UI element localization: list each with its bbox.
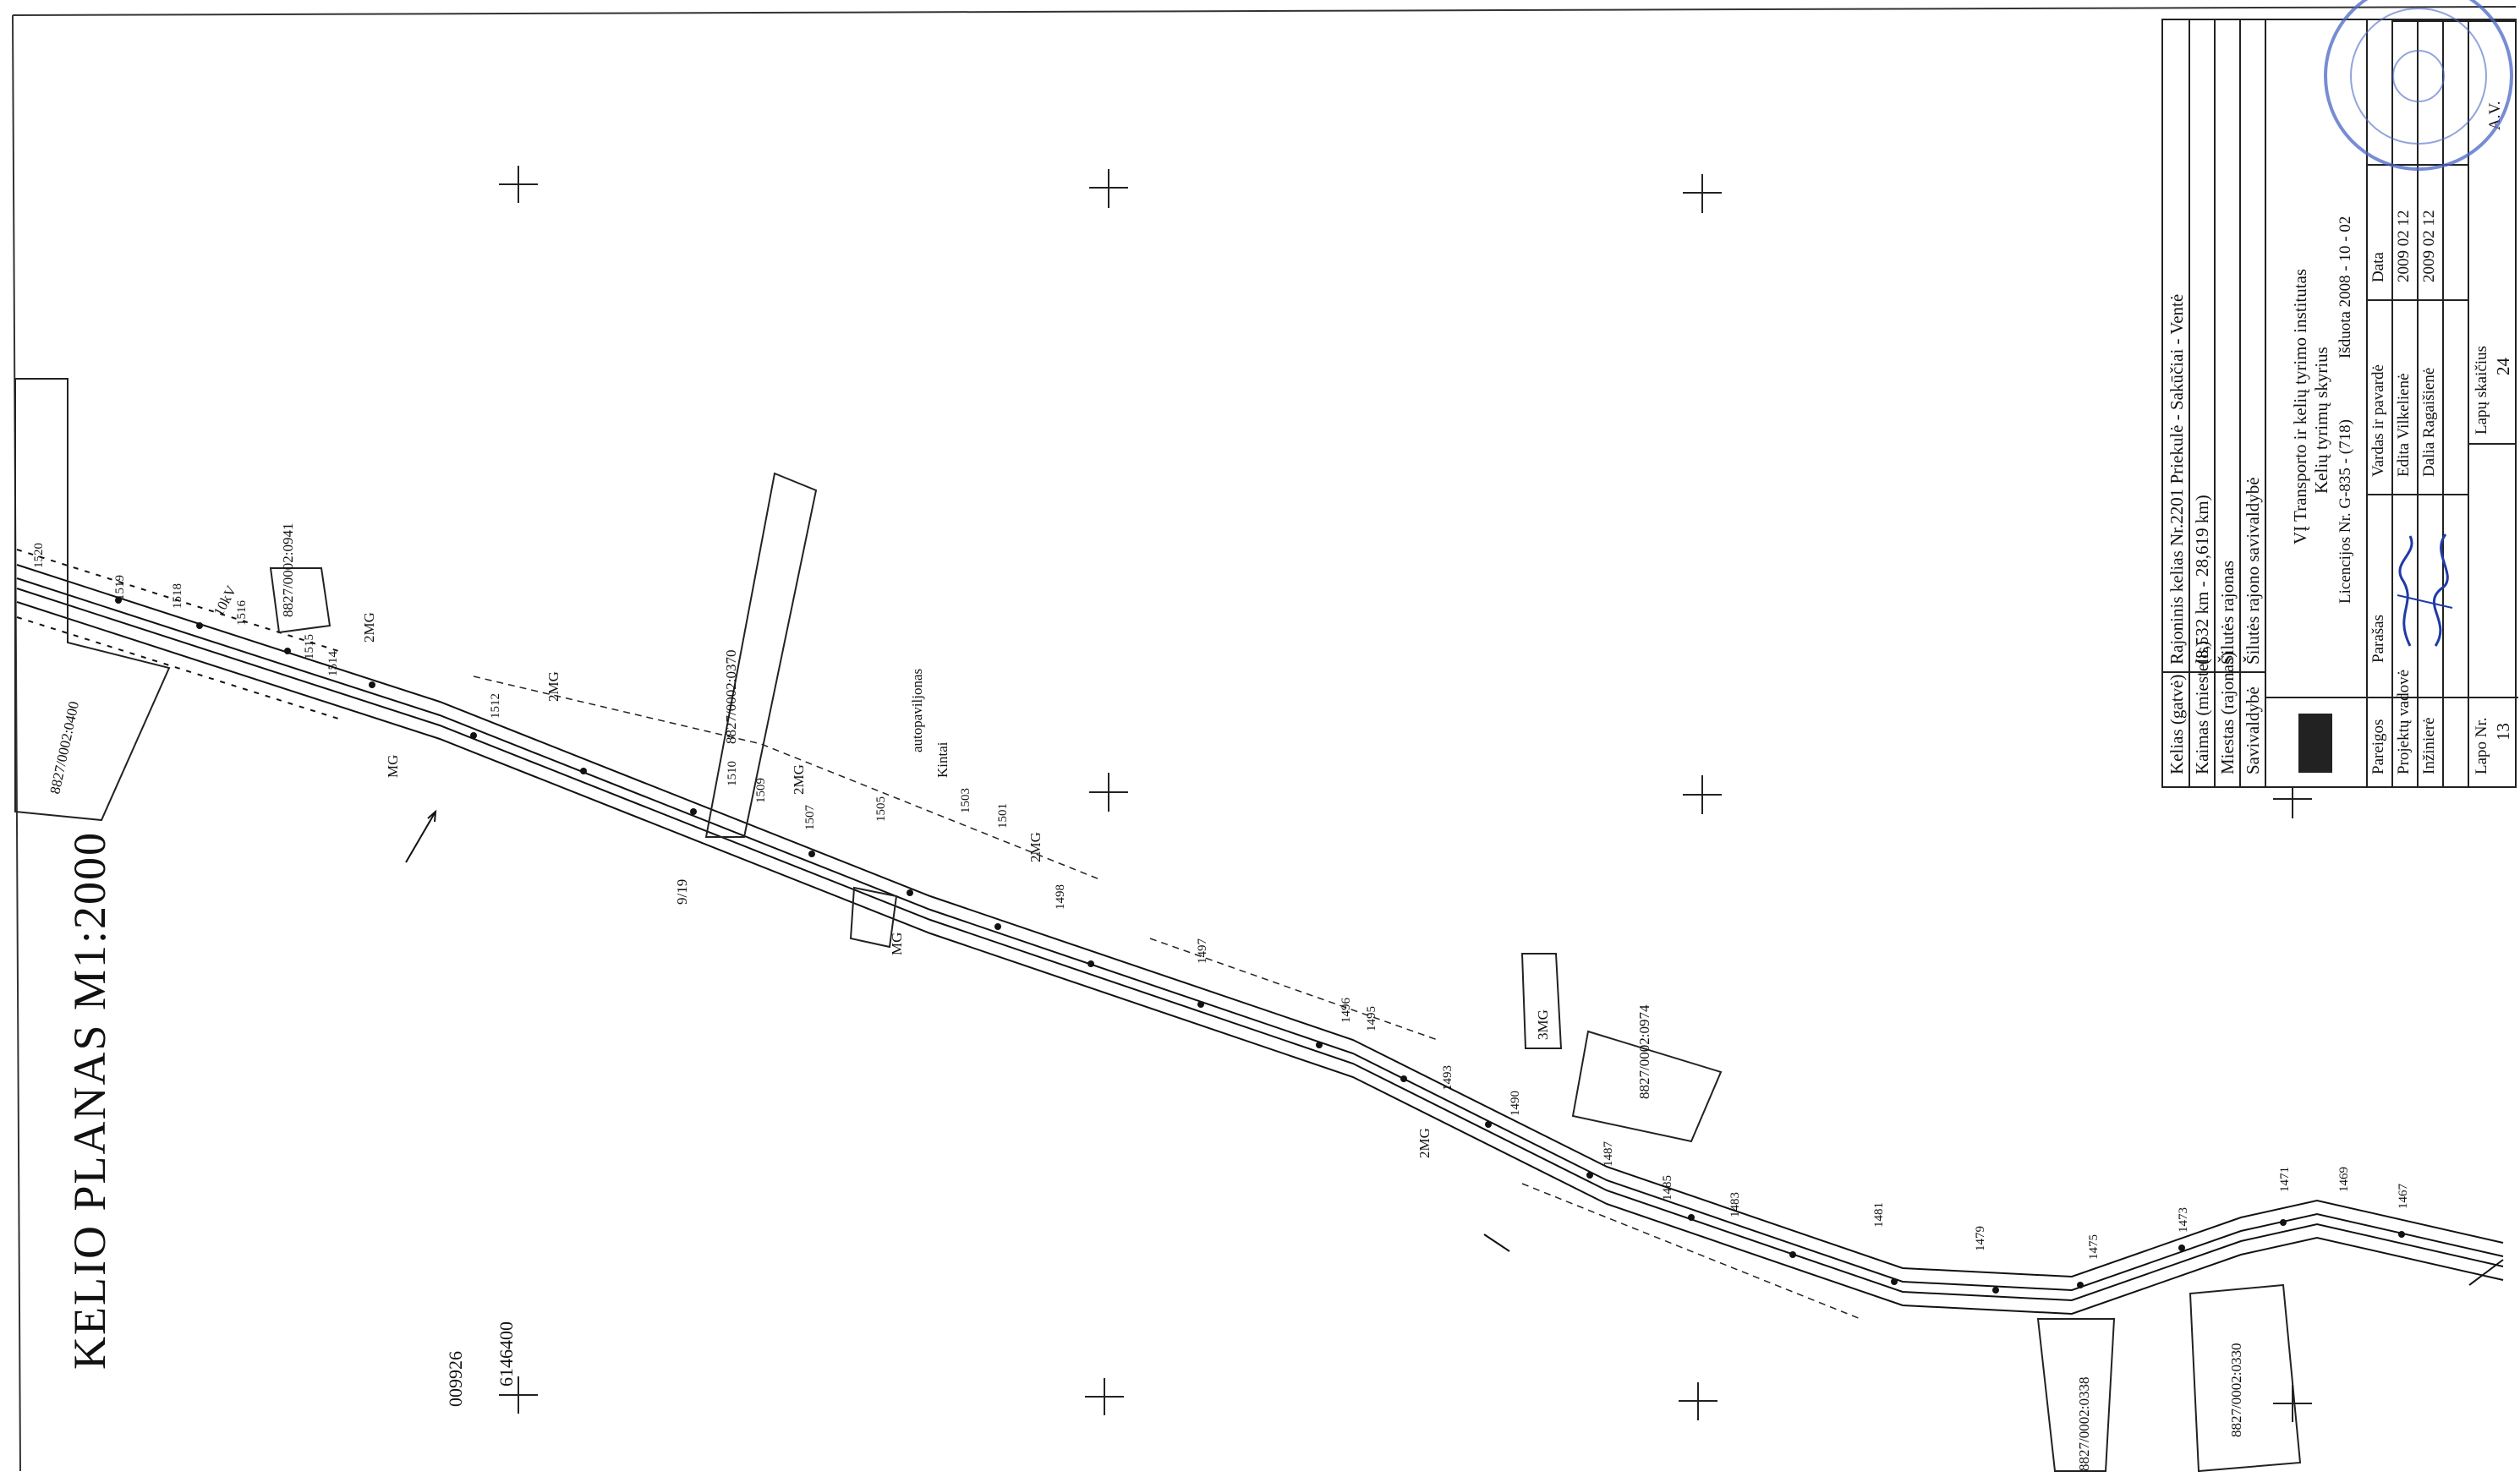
svg-text:1515: 1515: [303, 634, 316, 659]
svg-text:1467: 1467: [2397, 1184, 2410, 1210]
svg-text:1471: 1471: [2278, 1167, 2292, 1192]
land-code-label: 2MG: [1027, 832, 1044, 862]
svg-text:1519: 1519: [113, 575, 127, 600]
land-code-label: 3MG: [1535, 1009, 1551, 1040]
sheet-count-label: Lapų skaičius: [2473, 345, 2490, 435]
name-project-lead: Edita Vilkelienė: [2395, 373, 2413, 478]
parcel-label: 8827/0002:0370: [723, 650, 739, 744]
land-code-label: 9/19: [674, 879, 690, 905]
road-label: Kelias (gatvė): [2167, 674, 2187, 774]
parcel-label: 8827/0002:0941: [280, 523, 296, 617]
sheet-count: 24: [2493, 358, 2513, 375]
svg-text:1507: 1507: [803, 805, 817, 831]
svg-text:1475: 1475: [2087, 1234, 2101, 1260]
svg-text:1503: 1503: [959, 788, 972, 813]
svg-text:1501: 1501: [996, 803, 1010, 829]
handwritten-signatures: [2397, 533, 2453, 647]
svg-text:1505: 1505: [874, 796, 888, 822]
place-label: Kintai: [934, 741, 950, 778]
sheet-number-label: Lapo Nr.: [2473, 717, 2490, 774]
date-project-lead: 2009 02 12: [2395, 210, 2413, 283]
role-project-lead: Projektų vadovė: [2395, 669, 2413, 774]
coordinate-x-label: 6146400: [496, 1321, 517, 1387]
title-block: Kelias (gatvė) Kaimas (miestelis) Miesta…: [2161, 19, 2518, 788]
name-engineer: Dalia Ragaišienė: [2420, 367, 2438, 477]
land-code-label: MG: [385, 755, 401, 778]
header-date: Data: [2369, 252, 2387, 282]
city-label: Miestas (rajonas): [2217, 651, 2238, 774]
svg-text:1469: 1469: [2337, 1167, 2351, 1192]
role-engineer: Inžinierė: [2420, 717, 2438, 774]
parcel-outlines: [14, 378, 2302, 1473]
header-role: Pareigos: [2369, 719, 2387, 774]
survey-points: [115, 597, 2405, 1294]
parcel-label: 8827/0002:0400: [47, 700, 82, 796]
svg-text:1520: 1520: [32, 543, 46, 568]
svg-text:1510: 1510: [726, 761, 739, 786]
svg-text:1497: 1497: [1196, 938, 1209, 965]
station-labels: 1520 1519 1518 1516 1515 1514 1512 1510 …: [32, 543, 2410, 1260]
city-value: Šilutės rajonas: [2217, 560, 2238, 665]
land-code-label: 2MG: [545, 671, 562, 702]
org-department: Kelių tyrimų skyrius: [2311, 347, 2331, 494]
land-code-label: 2MG: [361, 612, 377, 643]
parcel-label: 8827/0002:0338: [2076, 1377, 2092, 1471]
sheet-number: 13: [2493, 723, 2513, 741]
svg-text:1498: 1498: [1054, 884, 1067, 910]
road-value: Rajoninis kelias Nr.2201 Priekulė - Sakū…: [2167, 293, 2187, 665]
place-label: autopaviljonas: [909, 669, 925, 752]
svg-text:1495: 1495: [1365, 1006, 1378, 1031]
org-name: VĮ Transporto ir kelių tyrimo institutas: [2290, 268, 2310, 544]
svg-text:1509: 1509: [754, 778, 768, 803]
parcel-label: 8827/0002:0974: [1636, 1004, 1652, 1099]
svg-text:1490: 1490: [1509, 1091, 1522, 1116]
svg-text:1518: 1518: [171, 583, 184, 609]
parcel-label: 8827/0002:0330: [2228, 1343, 2244, 1437]
svg-text:1485: 1485: [1661, 1175, 1674, 1201]
sheet-title: KELIO PLANAS M1:2000: [64, 830, 115, 1370]
institute-logo: [2298, 714, 2332, 773]
svg-text:1487: 1487: [1602, 1141, 1615, 1168]
svg-text:1516: 1516: [235, 600, 249, 626]
official-stamp: [2324, 0, 2513, 171]
org-issued-date: Išduota 2008 - 10 - 02: [2336, 216, 2354, 358]
land-code-label: 2MG: [791, 764, 807, 795]
grid-crosses: [499, 166, 2312, 1422]
svg-text:1479: 1479: [1974, 1226, 1987, 1251]
road-lines: [16, 549, 2504, 1316]
svg-text:1473: 1473: [2177, 1207, 2190, 1233]
land-code-label: MG: [889, 933, 905, 955]
date-engineer: 2009 02 12: [2420, 210, 2438, 283]
municipality-label: Savivaldybė: [2243, 687, 2263, 774]
coordinate-y-label: 009926: [445, 1351, 466, 1407]
org-license: Licencijos Nr. G-835 - (718): [2336, 419, 2354, 604]
municipality-value: Šilutės rajono savivaldybė: [2243, 477, 2263, 665]
svg-text:1514: 1514: [326, 651, 340, 677]
svg-text:1481: 1481: [1872, 1202, 1886, 1228]
header-name: Vardas ir pavardė: [2369, 364, 2387, 477]
svg-text:1512: 1512: [489, 693, 502, 719]
village-value: (8,532 km - 28,619 km): [2192, 495, 2212, 665]
svg-text:1493: 1493: [1441, 1065, 1454, 1091]
svg-text:1483: 1483: [1728, 1192, 1742, 1217]
land-code-label: 2MG: [1416, 1128, 1433, 1158]
svg-text:1496: 1496: [1339, 998, 1353, 1024]
